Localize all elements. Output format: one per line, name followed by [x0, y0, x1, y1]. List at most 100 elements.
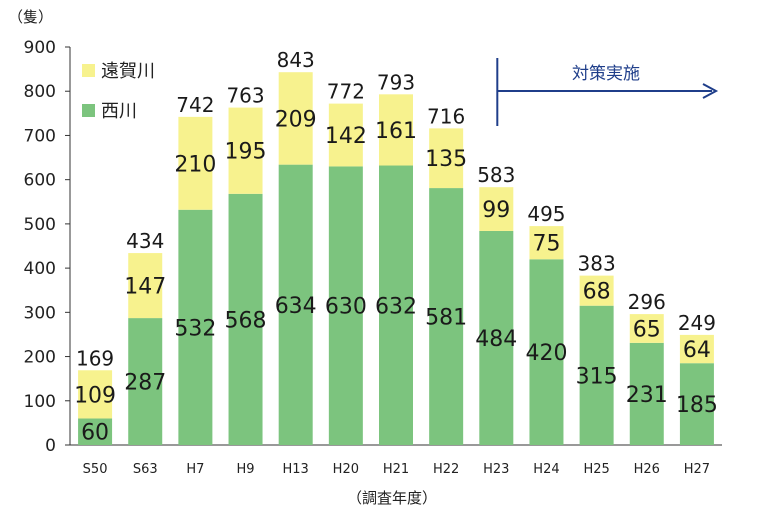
data-label-ongagawa: 65 [633, 317, 661, 342]
axes: 0 100 200 300 400 500 600 700 800 900 （隻） （調査年度） S50… [8, 8, 722, 507]
data-label-ongagawa: 147 [124, 275, 166, 300]
data-label-nishikawa: 568 [225, 308, 267, 333]
x-tick-label: H27 [684, 462, 710, 477]
data-label-nishikawa: 634 [275, 294, 317, 319]
y-tick-label: 300 [24, 303, 56, 323]
y-tick-label: 100 [24, 392, 56, 412]
bar-segment-nishikawa [529, 259, 564, 445]
bar-segment-nishikawa [78, 418, 113, 445]
data-label-ongagawa: 99 [482, 198, 510, 223]
data-label-total: 169 [76, 346, 114, 370]
legend-swatch-ongagawa [82, 64, 95, 77]
data-label-ongagawa: 142 [325, 124, 367, 149]
legend-swatch-nishikawa [82, 104, 95, 117]
y-tick-label: 0 [45, 436, 56, 456]
data-label-nishikawa: 630 [325, 295, 367, 320]
x-tick-label: H13 [283, 462, 309, 477]
x-tick-label: H26 [634, 462, 660, 477]
data-label-total: 716 [427, 104, 465, 128]
bar-segment-ongagawa [278, 72, 313, 165]
data-label-nishikawa: 532 [174, 316, 216, 341]
legend-label-ongagawa: 遠賀川 [101, 61, 155, 82]
x-tick-label: H9 [237, 462, 255, 477]
annotation: 対策実施 [496, 58, 719, 126]
data-label-total: 742 [176, 93, 214, 117]
x-tick-label: H21 [383, 462, 409, 477]
data-label-ongagawa: 161 [375, 119, 417, 144]
data-label-ongagawa: 210 [174, 152, 216, 177]
bar-segment-ongagawa [178, 116, 213, 210]
data-label-total: 434 [126, 229, 164, 253]
y-tick-label: 200 [24, 348, 56, 368]
bar-segment-ongagawa [78, 370, 113, 419]
bar-segment-nishikawa [379, 165, 413, 445]
bar-segment-ongagawa [679, 334, 714, 364]
x-tick-label: S50 [83, 462, 108, 477]
data-label-nishikawa: 632 [375, 294, 417, 319]
data-labels: 60 109 169 287 147 434 532 210 742 568 195 763 634 20… [74, 48, 718, 446]
data-label-total: 383 [578, 252, 616, 276]
bar-segment-nishikawa [429, 188, 464, 445]
bar-segment-ongagawa [529, 226, 564, 260]
y-tick-label: 800 [24, 82, 56, 102]
bar-segment-ongagawa [479, 187, 514, 231]
bar-segment-nishikawa [629, 342, 664, 445]
x-tick-label: H23 [483, 462, 509, 477]
data-label-nishikawa: 484 [475, 327, 517, 352]
y-tick-label: 500 [24, 215, 56, 235]
bar-segment-ongagawa [429, 128, 464, 189]
annotation-label: 対策実施 [572, 64, 640, 84]
data-label-ongagawa: 64 [683, 338, 711, 363]
y-tick-label: 400 [24, 259, 56, 279]
bars [78, 72, 714, 445]
data-label-nishikawa: 231 [626, 383, 668, 408]
y-tick-label: 700 [24, 126, 56, 146]
x-tick-label: H22 [433, 462, 459, 477]
data-label-total: 793 [377, 70, 415, 94]
data-label-ongagawa: 109 [74, 383, 116, 408]
annotation-arrow-head [702, 83, 719, 99]
data-label-nishikawa: 315 [576, 364, 618, 389]
data-label-ongagawa: 68 [583, 280, 611, 305]
bar-segment-nishikawa [479, 230, 514, 445]
bar-segment-nishikawa [178, 209, 213, 445]
data-label-total: 495 [527, 202, 565, 226]
bar-segment-nishikawa [579, 305, 614, 445]
data-label-total: 249 [678, 311, 716, 335]
data-label-total: 583 [477, 163, 515, 187]
bar-segment-nishikawa [228, 193, 263, 445]
bar-segment-nishikawa [128, 318, 163, 445]
data-label-nishikawa: 60 [81, 421, 109, 446]
data-label-total: 763 [226, 84, 264, 108]
x-tick-label: S63 [133, 462, 158, 477]
data-label-total: 772 [327, 80, 365, 104]
y-tick-label: 600 [24, 171, 56, 191]
data-label-nishikawa: 581 [425, 306, 467, 331]
data-label-nishikawa: 287 [124, 371, 166, 396]
data-label-nishikawa: 420 [525, 341, 567, 366]
bar-segment-ongagawa [128, 253, 163, 319]
data-label-nishikawa: 185 [676, 393, 718, 418]
bar-segment-nishikawa [679, 363, 714, 445]
data-label-ongagawa: 135 [425, 147, 467, 172]
data-label-ongagawa: 195 [225, 140, 267, 165]
bar-segment-ongagawa [228, 107, 263, 194]
bar-segment-nishikawa [328, 166, 363, 445]
bar-segment-ongagawa [328, 103, 363, 167]
x-tick-label: H24 [533, 462, 559, 477]
y-unit-label: （隻） [8, 8, 53, 26]
x-axis-title: （調査年度） [347, 489, 437, 507]
x-tick-label: H20 [333, 462, 359, 477]
x-tick-label: H7 [186, 462, 204, 477]
data-label-ongagawa: 75 [532, 232, 560, 257]
bar-segment-ongagawa [629, 314, 664, 343]
data-label-total: 843 [277, 48, 315, 72]
data-label-total: 296 [628, 290, 666, 314]
legend-label-nishikawa: 西川 [101, 101, 137, 122]
x-tick-label: H25 [583, 462, 609, 477]
bar-segment-ongagawa [379, 94, 413, 166]
bar-segment-ongagawa [579, 275, 614, 306]
data-label-ongagawa: 209 [275, 107, 317, 132]
